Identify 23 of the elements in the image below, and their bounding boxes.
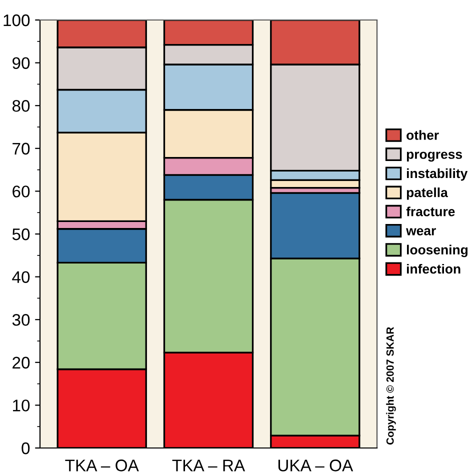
legend-label: patella xyxy=(406,187,448,200)
legend-label: instability xyxy=(406,168,468,181)
x-tick-label: TKA – OA xyxy=(65,460,139,472)
y-tick-label: 20 xyxy=(12,356,30,369)
y-tick-label: 0 xyxy=(22,442,30,454)
x-tick-label: TKA – RA xyxy=(172,460,246,472)
legend-label: wear xyxy=(406,228,436,236)
legend-label: infection xyxy=(406,264,460,274)
legend-label: fracture xyxy=(406,206,455,216)
legend-label: loosening xyxy=(406,244,468,258)
y-tick-label: 80 xyxy=(12,100,30,112)
y-tick-label: 30 xyxy=(12,314,30,326)
y-tick-label: 60 xyxy=(12,186,30,198)
x-tick-label: UKA – OA xyxy=(278,460,354,472)
y-tick-label: 90 xyxy=(12,57,30,70)
y-tick-label: 10 xyxy=(13,400,30,412)
y-tick-label: 100 xyxy=(4,14,30,26)
y-tick-label: 40 xyxy=(12,271,30,284)
y-tick-label: 70 xyxy=(12,142,30,155)
y-tick-label: 50 xyxy=(12,228,30,240)
text: Copyright © 2007 SKAR xyxy=(386,326,396,445)
legend-label: progress xyxy=(406,152,462,162)
legend-label: other xyxy=(406,130,439,140)
